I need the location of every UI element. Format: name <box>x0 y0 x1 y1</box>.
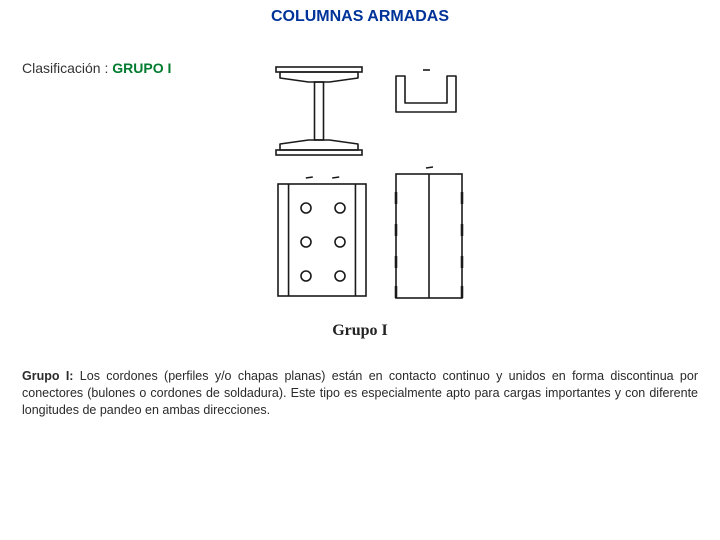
diagram-caption: Grupo I <box>0 322 720 340</box>
description-paragraph: Grupo I: Los cordones (perfiles y/o chap… <box>22 368 698 419</box>
classification-line: Clasificación : GRUPO I <box>22 60 171 76</box>
paragraph-body: Los cordones (perfiles y/o chapas planas… <box>22 369 698 417</box>
diagram-container <box>270 66 490 306</box>
page-title: COLUMNAS ARMADAS <box>0 8 720 26</box>
classification-value: GRUPO I <box>112 60 171 76</box>
classification-label: Clasificación : <box>22 60 112 76</box>
cross-section-diagram <box>270 66 490 306</box>
paragraph-lead: Grupo I: <box>22 369 73 383</box>
